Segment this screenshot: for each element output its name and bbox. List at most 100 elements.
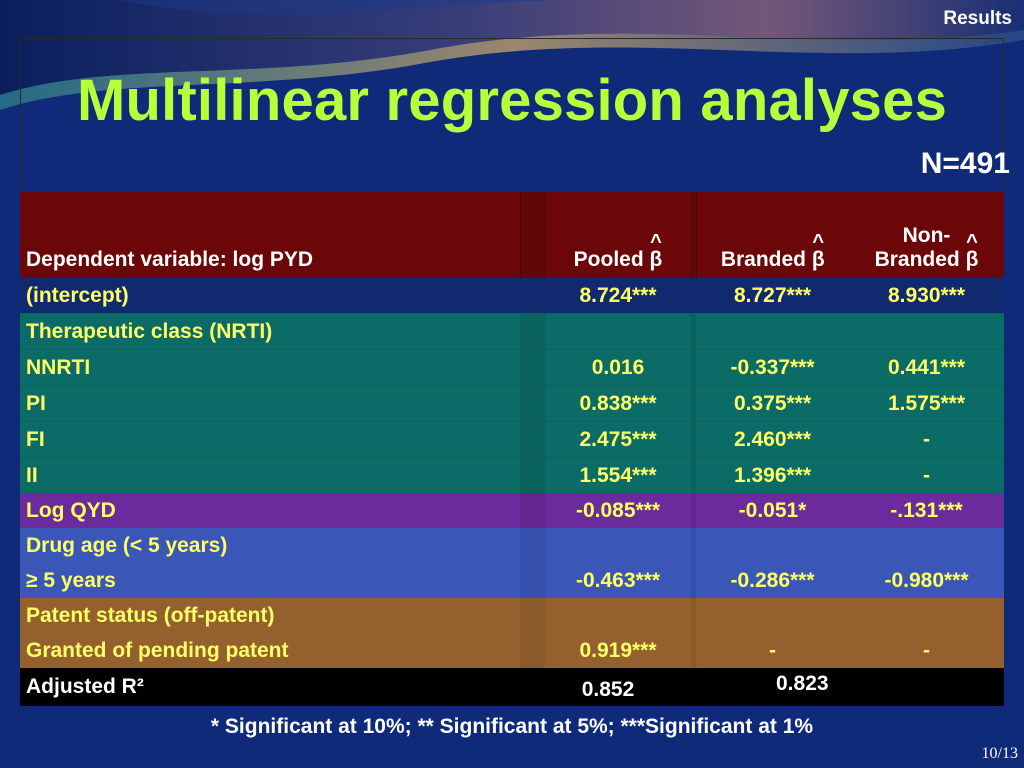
nonbranded-header-line2: Branded [874,248,960,271]
hat-symbol: ^ [812,231,825,253]
branded-value [696,528,849,563]
column-separator [520,278,545,314]
pooled-value: 0.919*** [545,633,691,668]
beta-symbol: β [811,248,825,271]
table-row: ≥ 5 years -0.463*** -0.286*** -0.980*** [20,563,1004,598]
pooled-value: 1.554*** [545,457,691,493]
regression-table: Dependent variable: log PYD Pooled ^ β Br… [20,192,1004,706]
row-label: NNRTI [20,349,520,386]
column-separator [691,633,696,668]
branded-value: -0.051* [696,493,849,528]
pooled-value: 2.475*** [545,421,691,458]
column-separator [691,457,696,493]
column-separator [520,385,545,422]
table-row: II 1.554*** 1.396*** - [20,457,1004,493]
column-separator [520,493,545,528]
adjusted-r2-pooled-cell: 0.852 [520,668,696,706]
row-label: FI [20,421,520,458]
nonbranded-header: Non- Branded ^ β [849,192,1004,278]
column-separator [520,563,545,598]
nonbranded-value: -.131*** [849,493,1004,528]
significance-footnote: * Significant at 10%; ** Significant at … [210,715,814,738]
row-label: Therapeutic class (NRTI) [20,313,520,350]
pooled-value: -0.085*** [545,493,691,528]
section-label: Results [943,8,1012,29]
nonbranded-header-line1: Non- [902,224,951,247]
row-label: Log QYD [20,493,520,528]
beta-hat-symbol: ^ β [650,232,663,272]
branded-value: - [696,633,849,668]
nonbranded-value: -0.980*** [849,563,1004,598]
column-separator [691,528,696,563]
nonbranded-value: - [849,457,1004,493]
row-label: II [20,457,520,493]
table-row: (intercept) 8.724*** 8.727*** 8.930*** [20,278,1004,314]
column-separator [520,457,545,493]
branded-value: 2.460*** [696,421,849,458]
pooled-value [545,528,691,563]
column-separator [520,633,545,668]
column-separator [520,421,545,458]
pooled-value: 0.016 [545,349,691,386]
slide-title: Multilinear regression analyses [76,68,948,133]
pooled-value: 0.838*** [545,385,691,422]
branded-value: -0.286*** [696,563,849,598]
table-row: Therapeutic class (NRTI) [20,313,1004,350]
branded-value: 8.727*** [696,278,849,314]
nonbranded-value [849,598,1004,633]
nonbranded-value: - [849,633,1004,668]
pooled-value: 8.724*** [545,278,691,314]
table-row: PI 0.838*** 0.375*** 1.575*** [20,385,1004,422]
row-label: ≥ 5 years [20,563,520,598]
beta-symbol: β [965,248,979,271]
pooled-header-label: Pooled [573,248,644,271]
nonbranded-value [849,528,1004,563]
nonbranded-value: 0.441*** [849,349,1004,386]
pooled-value [545,598,691,633]
adjusted-r2-row: Adjusted R² 0.852 0.823 [20,668,1004,706]
table-row: Patent status (off-patent) [20,598,1004,633]
branded-value [696,598,849,633]
nonbranded-value: 8.930*** [849,278,1004,314]
row-label: Patent status (off-patent) [20,598,520,633]
hat-symbol: ^ [966,231,978,253]
branded-value: -0.337*** [696,349,849,386]
branded-value: 1.396*** [696,457,849,493]
table-row: FI 2.475*** 2.460*** - [20,421,1004,458]
table-row: Log QYD -0.085*** -0.051* -.131*** [20,493,1004,528]
title-frame [20,38,1004,190]
adjusted-r2-branded-value: 0.823 [776,672,829,695]
branded-header-label: Branded [720,248,806,271]
decorative-swoosh-background [0,0,1024,140]
nonbranded-value: 1.575*** [849,385,1004,422]
column-separator [519,192,546,278]
nonbranded-value [849,313,1004,350]
column-separator [691,278,696,314]
pooled-header: Pooled ^ β [545,192,691,278]
row-label: (intercept) [20,278,520,314]
beta-hat-symbol: ^ β [811,232,825,272]
column-separator [520,349,545,386]
pooled-value: -0.463*** [545,563,691,598]
pooled-value [545,313,691,350]
column-separator [520,598,545,633]
column-separator [520,313,545,350]
page-number: 10/13 [981,745,1018,762]
table-row: Granted of pending patent 0.919*** - - [20,633,1004,668]
row-label: Granted of pending patent [20,633,520,668]
column-separator [691,421,696,458]
column-separator [691,313,696,350]
row-label: Drug age (< 5 years) [20,528,520,563]
column-separator [691,598,696,633]
beta-hat-symbol: ^ β [965,232,979,272]
branded-value: 0.375*** [696,385,849,422]
column-separator [691,493,696,528]
branded-value [696,313,849,350]
table-header-row: Dependent variable: log PYD Pooled ^ β Br… [20,192,1004,278]
hat-symbol: ^ [650,231,662,253]
column-separator [691,349,696,386]
column-separator [691,563,696,598]
dependent-variable-header: Dependent variable: log PYD [20,192,520,278]
column-separator [690,192,697,278]
sample-size: N=491 [920,147,1010,180]
